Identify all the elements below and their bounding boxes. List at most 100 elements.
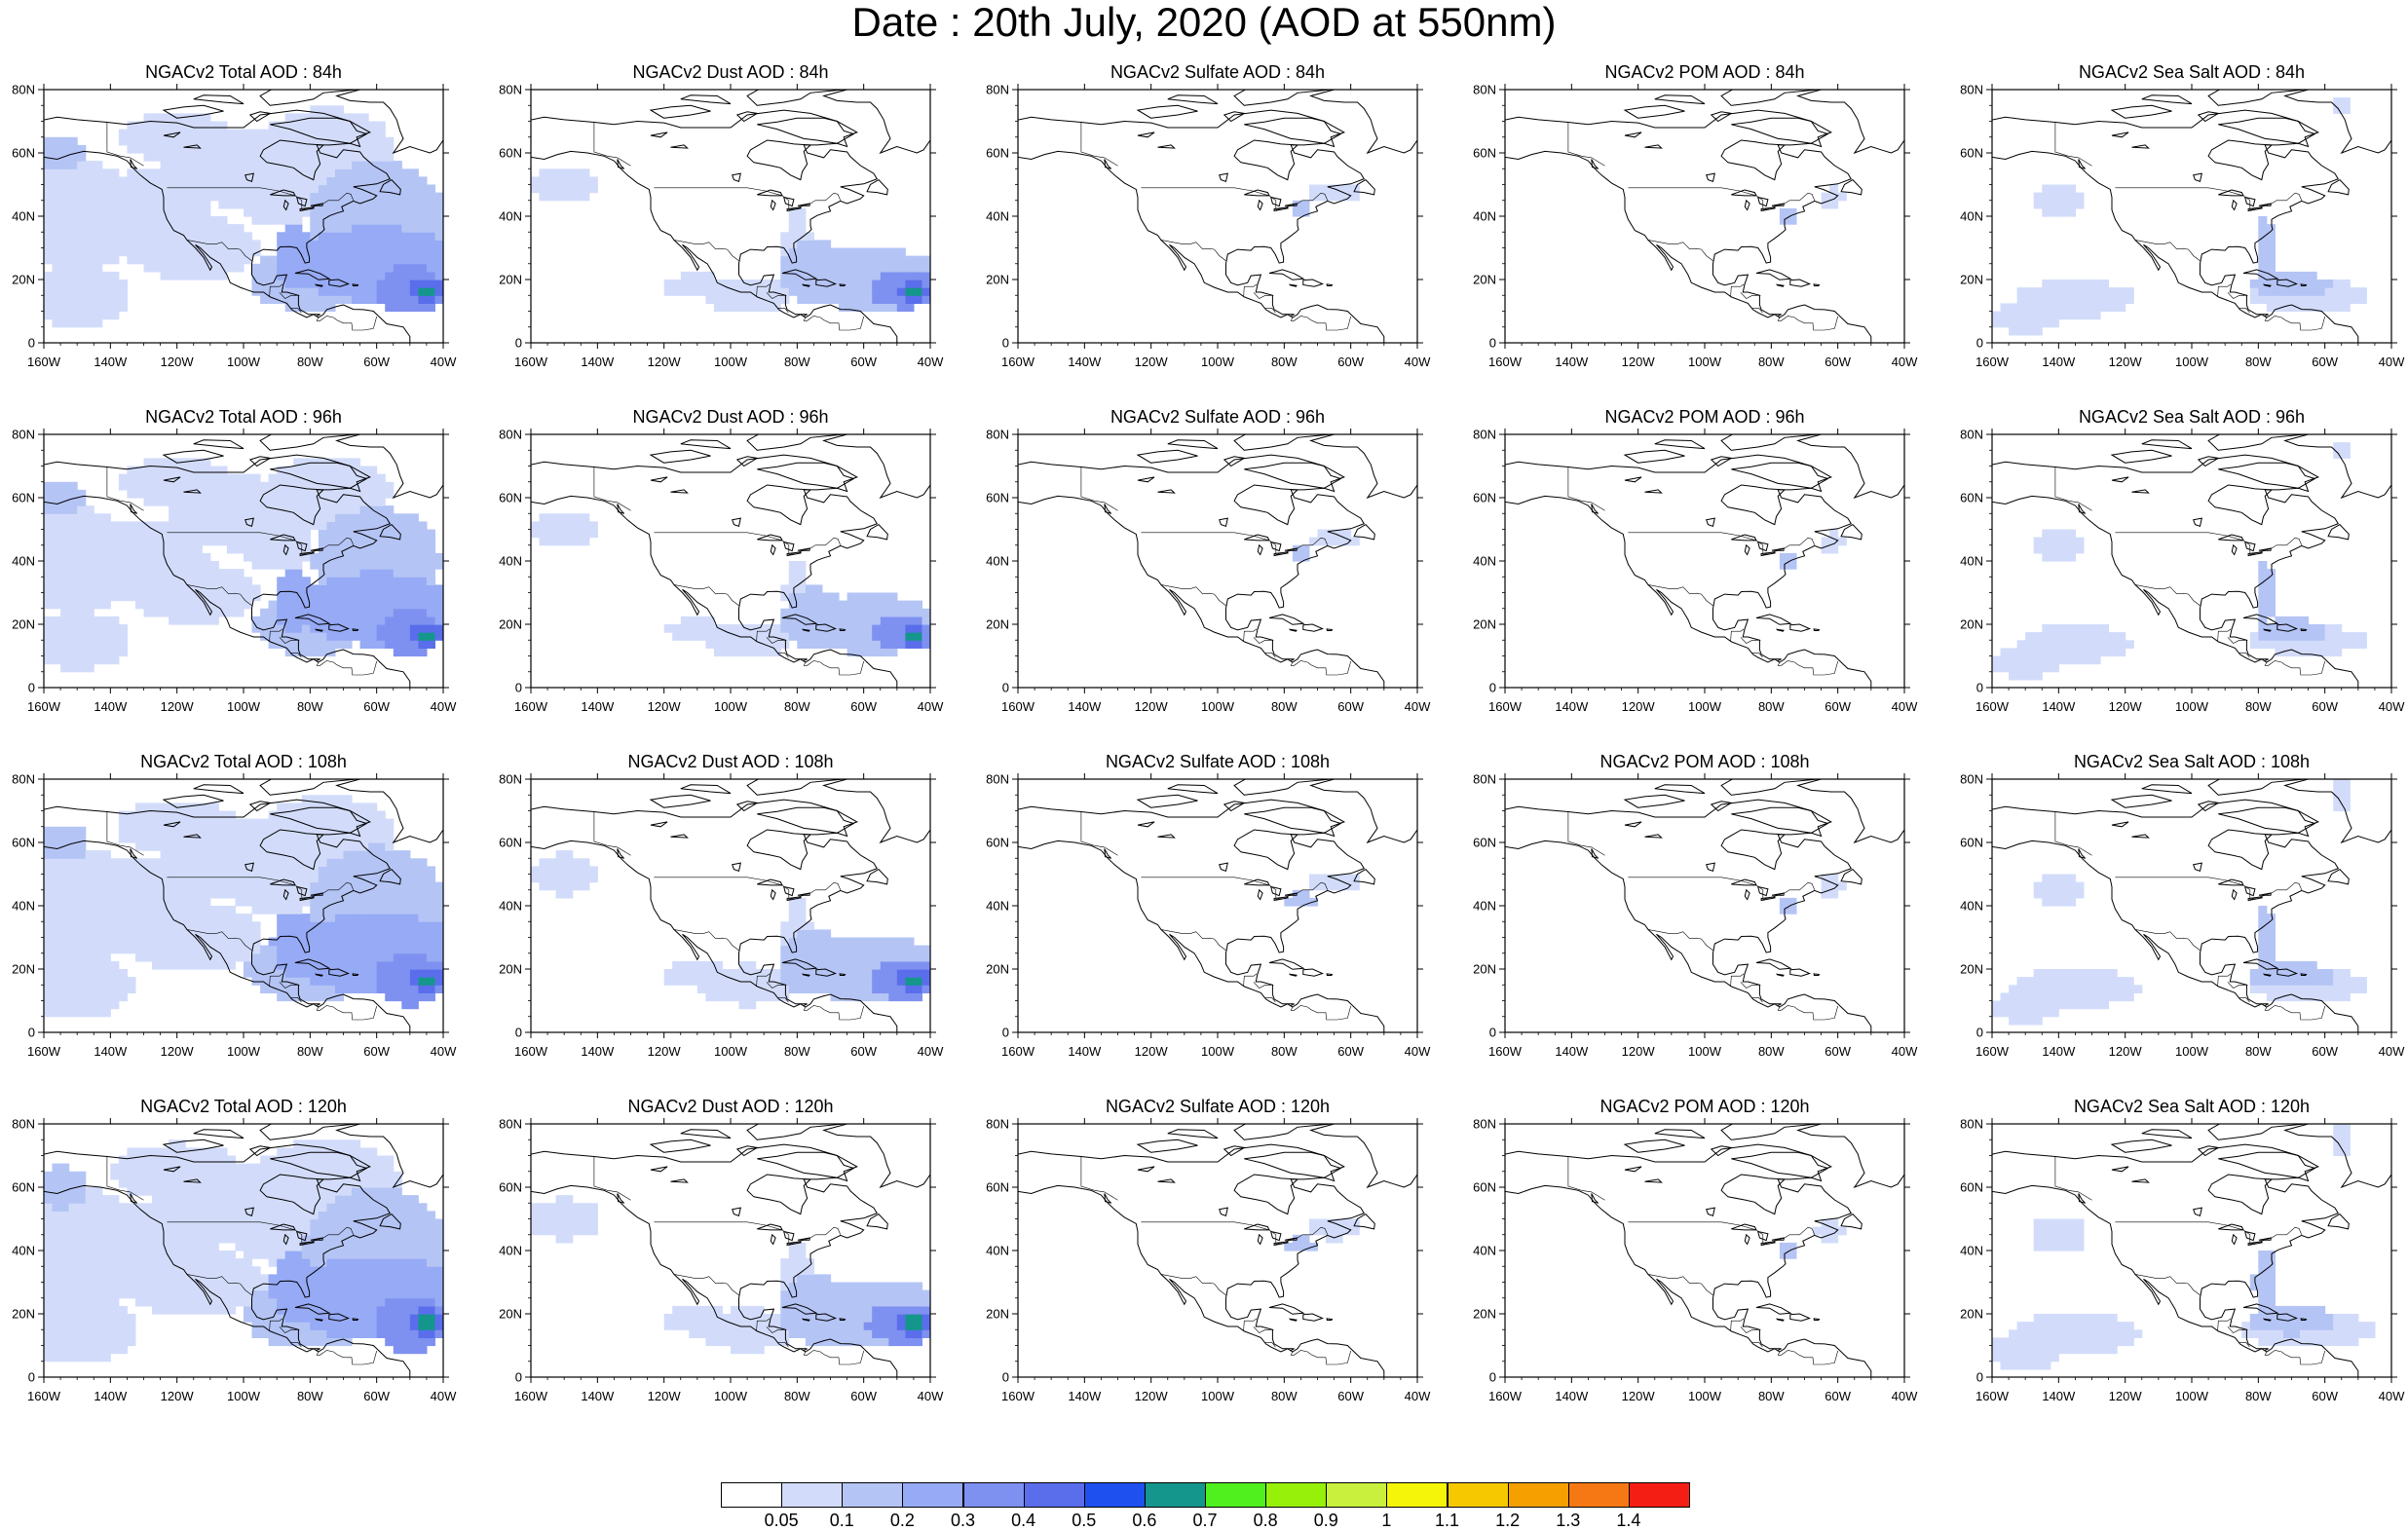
y-tick-label: 40N: [1473, 554, 1496, 569]
x-tick-label: 140W: [2042, 355, 2076, 369]
coastline-layer: [1018, 90, 1417, 343]
political-borders: [593, 1156, 864, 1365]
y-tick-label: 40N: [1960, 899, 1983, 914]
political-borders: [106, 1156, 377, 1365]
x-tick-label: 120W: [161, 699, 195, 714]
y-tick-label: 40N: [12, 554, 35, 569]
y-tick-label: 20N: [1960, 617, 1983, 632]
x-tick-label: 60W: [1337, 699, 1364, 714]
y-tick-label: 80N: [1473, 772, 1496, 787]
aod-map: 160W 140W 120W 100W 80W 60W 40W 80N 60N 40N 20N 0: [1473, 428, 1918, 715]
colorbar-swatch: [1567, 1482, 1630, 1508]
y-tick-label: 20N: [12, 962, 35, 977]
y-tick-label: 40N: [1473, 209, 1496, 224]
x-tick-label: 120W: [161, 1389, 195, 1403]
y-tick-label: 20N: [986, 273, 1009, 287]
y-tick-label: 80N: [12, 1117, 35, 1132]
x-tick-label: 160W: [1001, 1389, 1035, 1403]
x-tick-label: 60W: [1825, 1044, 1851, 1059]
x-tick-label: 60W: [1337, 1044, 1364, 1059]
x-tick-label: 160W: [1975, 1044, 2010, 1059]
panel-title: NGACv2 Sea Salt AOD : 84h: [2078, 62, 2306, 82]
y-tick-label: 20N: [1473, 273, 1496, 287]
x-tick-label: 60W: [2312, 1389, 2338, 1403]
y-tick-label: 80N: [12, 772, 35, 787]
x-tick-label: 140W: [2042, 1044, 2076, 1059]
x-tick-label: 40W: [431, 699, 457, 714]
x-tick-label: 100W: [2175, 355, 2209, 369]
y-tick-label: 60N: [986, 836, 1009, 850]
x-tick-label: 40W: [918, 355, 944, 369]
y-tick-label: 60N: [1960, 836, 1983, 850]
y-tick-label: 0: [515, 1026, 522, 1040]
political-borders: [2054, 467, 2325, 676]
panel-title: NGACv2 Dust AOD : 84h: [632, 62, 829, 82]
x-tick-label: 80W: [1271, 1389, 1298, 1403]
x-tick-label: 40W: [2379, 355, 2405, 369]
x-tick-label: 40W: [1892, 355, 1918, 369]
colorbar-label: 0.4: [1011, 1511, 1036, 1530]
y-tick-label: 80N: [499, 428, 522, 442]
coastline-layer: [1992, 434, 2391, 688]
y-tick-label: 60N: [499, 491, 522, 505]
y-tick-label: 0: [1489, 681, 1496, 695]
map-panel-seasalt-84h: NGACv2 Sea Salt AOD : 84h 160W 140W 120W 100…: [1948, 60, 2408, 382]
x-tick-label: 100W: [2175, 699, 2209, 714]
x-tick-label: 40W: [2379, 1389, 2405, 1403]
panel-title: NGACv2 Dust AOD : 120h: [627, 1097, 834, 1116]
x-tick-label: 140W: [581, 699, 615, 714]
political-borders: [106, 467, 377, 676]
y-tick-label: 0: [28, 336, 35, 351]
map-panel-seasalt-96h: NGACv2 Sea Salt AOD : 96h 160W 140W 120W 100…: [1948, 405, 2408, 727]
x-tick-label: 100W: [227, 1044, 261, 1059]
x-tick-label: 60W: [850, 699, 877, 714]
x-tick-label: 60W: [2312, 1044, 2338, 1059]
y-tick-label: 60N: [12, 146, 35, 161]
colorbar-label: 0.1: [829, 1511, 854, 1530]
coastline-layer: [531, 90, 930, 343]
political-borders: [2054, 811, 2325, 1021]
coastline-layer: [1505, 779, 1904, 1032]
political-borders: [1080, 1156, 1351, 1365]
y-tick-label: 20N: [1960, 1307, 1983, 1322]
y-tick-label: 40N: [12, 209, 35, 224]
y-tick-label: 40N: [1960, 1244, 1983, 1258]
y-tick-label: 40N: [986, 899, 1009, 914]
y-tick-label: 80N: [986, 83, 1009, 97]
x-tick-label: 160W: [514, 1044, 548, 1059]
colorbar-label: 1.3: [1556, 1511, 1581, 1530]
y-tick-label: 60N: [12, 491, 35, 505]
x-tick-label: 120W: [1622, 699, 1656, 714]
map-panel-pom-84h: NGACv2 POM AOD : 84h 160W 140W 120W 100W 80W 6…: [1461, 60, 1929, 382]
y-tick-label: 0: [1976, 336, 1983, 351]
panel-title: NGACv2 Dust AOD : 108h: [627, 752, 834, 771]
x-tick-label: 80W: [784, 699, 810, 714]
y-tick-label: 20N: [986, 962, 1009, 977]
x-tick-label: 40W: [1892, 1389, 1918, 1403]
x-tick-label: 120W: [1622, 1389, 1656, 1403]
x-tick-label: 160W: [1488, 355, 1523, 369]
x-tick-label: 80W: [2245, 1389, 2272, 1403]
colorbar-label: 0.8: [1253, 1511, 1278, 1530]
political-borders: [1567, 1156, 1838, 1365]
x-tick-label: 80W: [1271, 355, 1298, 369]
map-panel-total-120h: NGACv2 Total AOD : 120h 160W 140W 120W 100W 8…: [0, 1095, 468, 1416]
y-tick-label: 60N: [12, 836, 35, 850]
y-tick-label: 80N: [1960, 83, 1983, 97]
coastline-layer: [1505, 434, 1904, 688]
political-borders: [1080, 467, 1351, 676]
y-tick-label: 40N: [499, 209, 522, 224]
panel-title: NGACv2 Total AOD : 96h: [145, 407, 342, 427]
x-tick-label: 40W: [1405, 1389, 1431, 1403]
panel-title: NGACv2 POM AOD : 84h: [1604, 62, 1805, 82]
x-tick-label: 160W: [1001, 1044, 1035, 1059]
x-tick-label: 140W: [1068, 1044, 1102, 1059]
x-tick-label: 140W: [1555, 355, 1589, 369]
colorbar-swatch: [1447, 1482, 1509, 1508]
y-tick-label: 20N: [499, 962, 522, 977]
x-tick-label: 120W: [161, 355, 195, 369]
y-tick-label: 0: [1002, 681, 1009, 695]
aod-map: 160W 140W 120W 100W 80W 60W 40W 80N 60N 40N 20N 0: [986, 428, 1431, 715]
aod-map: 160W 140W 120W 100W 80W 60W 40W 80N 60N 40N 20N 0: [1473, 772, 1918, 1060]
aod-map: 160W 140W 120W 100W 80W 60W 40W 80N 60N 40N 20N 0: [1473, 83, 1918, 370]
